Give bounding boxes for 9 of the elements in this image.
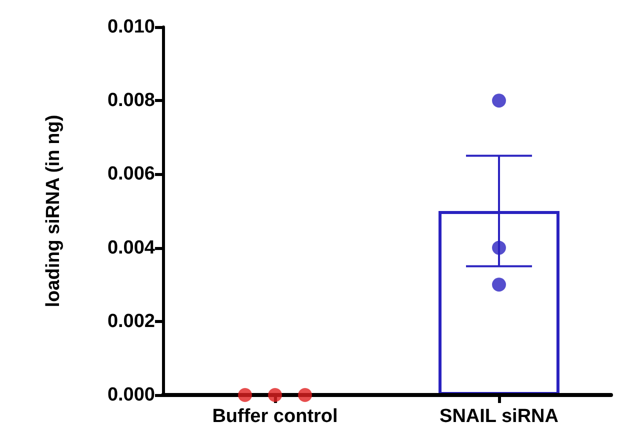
- y-tick-label: 0.002: [107, 310, 155, 332]
- x-tick-label: Buffer control: [212, 406, 338, 427]
- y-axis-title: loading siRNA (in ng): [43, 114, 64, 308]
- x-tick-label: SNAIL siRNA: [440, 406, 559, 427]
- y-tick-label: 0.006: [107, 164, 155, 185]
- y-tick-label: 0.008: [107, 90, 155, 112]
- y-tick-label: 0.000: [107, 384, 155, 406]
- y-tick-label: 0.004: [107, 237, 156, 258]
- y-tick-label: 0.010: [107, 16, 155, 38]
